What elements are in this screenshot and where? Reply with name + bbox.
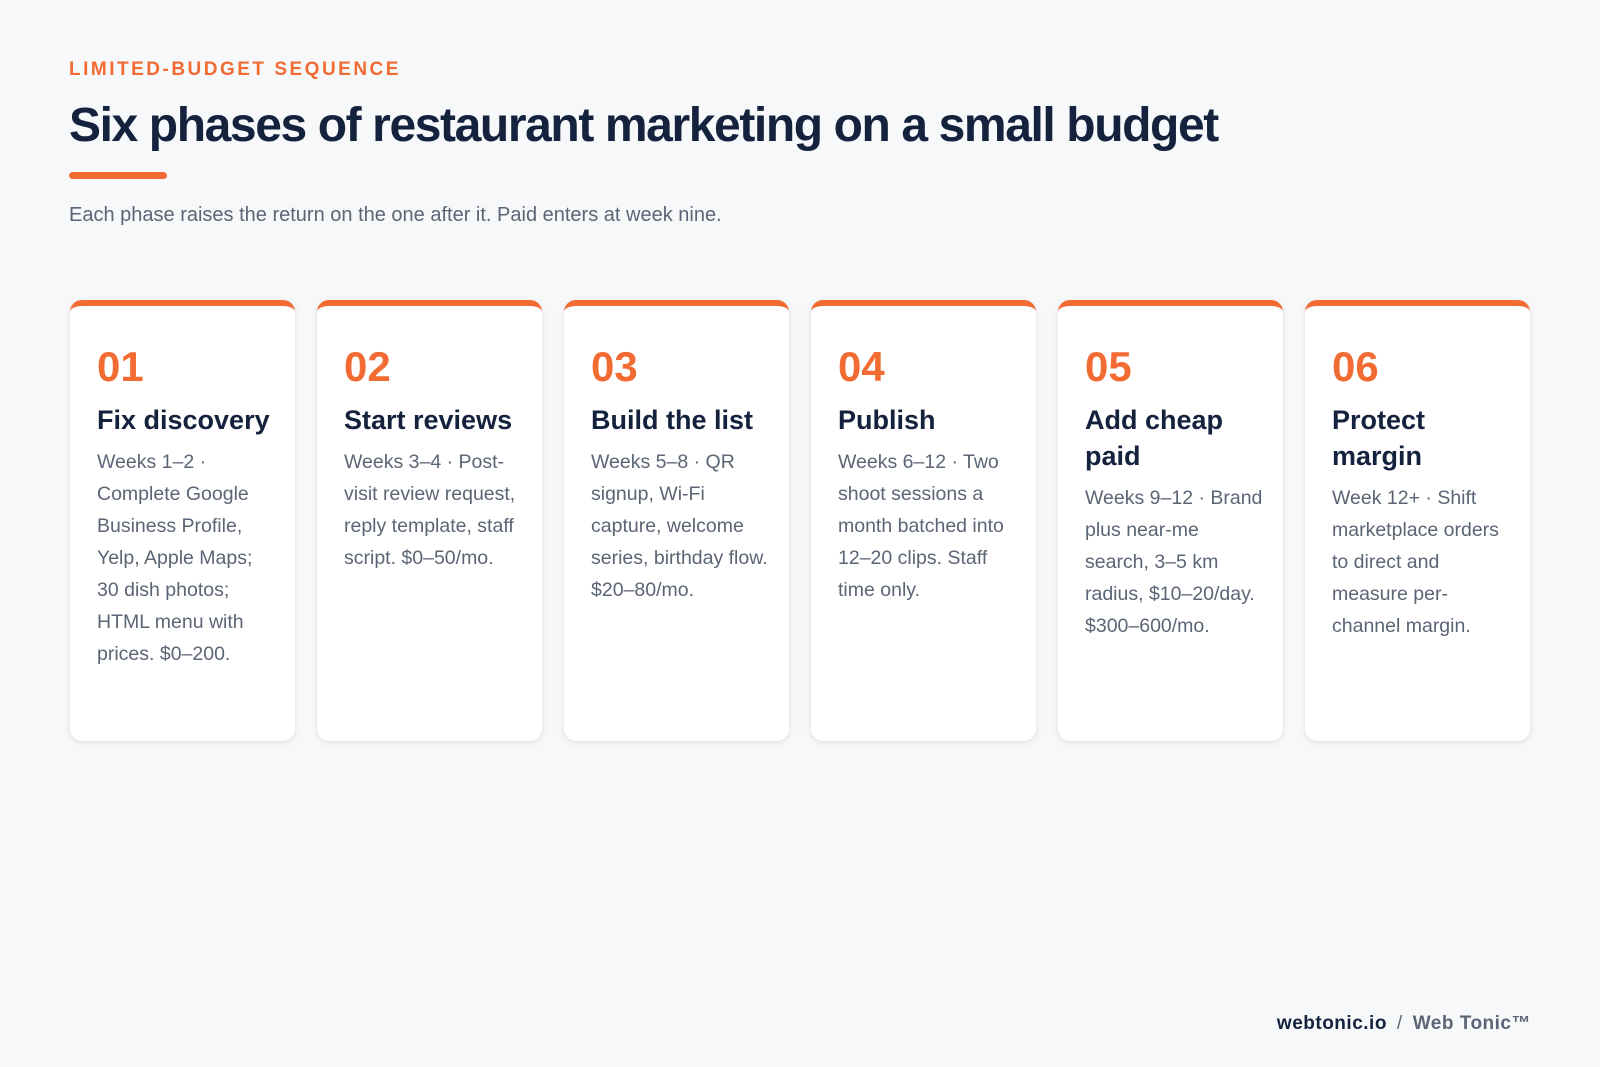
phase-cards: 01 Fix discovery Weeks 1–2 · Complete Go… — [70, 300, 1530, 741]
phase-title: Build the list — [591, 405, 753, 435]
footer-credit: webtonic.io / Web Tonic™ — [1277, 1012, 1531, 1036]
page-title: Six phases of restaurant marketing on a … — [69, 99, 1219, 152]
page-subtitle: Each phase raises the return on the one … — [69, 204, 722, 226]
phase-card-02: 02 Start reviews Weeks 3–4 · Post-visit … — [317, 300, 542, 741]
footer-separator: / — [1396, 1013, 1403, 1034]
title-underline — [69, 172, 167, 179]
phase-card-06: 06 Protect margin Week 12+ · Shift marke… — [1305, 300, 1530, 741]
phase-number: 06 — [1332, 343, 1379, 390]
phase-description: Week 12+ · Shift marketplace orders to d… — [1332, 487, 1499, 637]
phase-title: Publish — [838, 405, 936, 435]
phase-number: 05 — [1085, 343, 1132, 390]
phase-card-03: 03 Build the list Weeks 5–8 · QR signup,… — [564, 300, 789, 741]
phase-number: 04 — [838, 343, 885, 390]
phase-number: 03 — [591, 343, 638, 390]
phase-number: 02 — [344, 343, 391, 390]
phase-title: Protect margin — [1332, 405, 1426, 471]
footer-domain: webtonic.io — [1276, 1013, 1387, 1034]
phase-description: Weeks 5–8 · QR signup, Wi-Fi capture, we… — [591, 451, 768, 601]
phase-card-05: 05 Add cheap paid Weeks 9–12 · Brand plu… — [1058, 300, 1283, 741]
phase-title: Fix discovery — [97, 405, 270, 435]
phase-description: Weeks 6–12 · Two shoot sessions a month … — [838, 451, 1004, 601]
phase-description: Weeks 9–12 · Brand plus near-me search, … — [1085, 487, 1263, 637]
phase-title: Start reviews — [344, 405, 513, 435]
phase-card-01: 01 Fix discovery Weeks 1–2 · Complete Go… — [70, 300, 295, 741]
eyebrow-label: LIMITED-BUDGET SEQUENCE — [69, 59, 401, 80]
footer-brand: Web Tonic™ — [1412, 1013, 1531, 1034]
phase-card-04: 04 Publish Weeks 6–12 · Two shoot sessio… — [811, 300, 1036, 741]
phase-description: Weeks 1–2 · Complete Google Business Pro… — [97, 451, 253, 665]
phase-number: 01 — [97, 343, 144, 390]
phase-title: Add cheap paid — [1085, 405, 1224, 471]
phase-description: Weeks 3–4 · Post-visit review request, r… — [344, 451, 516, 569]
